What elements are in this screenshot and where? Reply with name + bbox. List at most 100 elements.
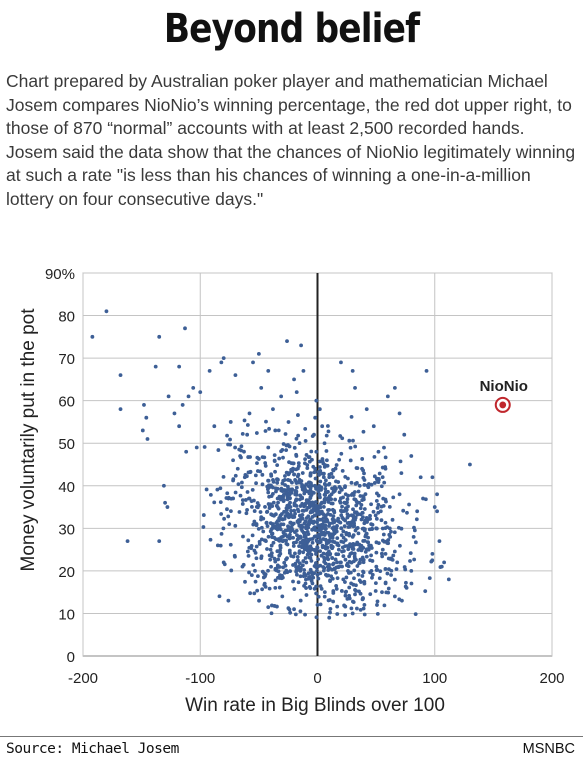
data-point [313,476,318,481]
data-point [275,477,280,482]
chart-description: Chart prepared by Australian poker playe… [6,71,576,209]
data-point [315,528,320,533]
data-point [285,570,290,575]
data-point [324,552,329,557]
data-point [118,373,123,378]
data-point [287,487,292,492]
data-point [273,578,278,583]
data-point [269,564,273,569]
data-point [157,334,162,339]
data-point [326,429,331,434]
data-point [287,444,292,449]
data-point [332,540,337,545]
data-point [267,586,272,591]
data-point [221,356,226,361]
data-point [308,586,313,591]
data-point [277,516,282,521]
data-point [385,571,390,576]
data-point [345,497,350,502]
data-point [231,496,236,501]
data-point [381,496,386,501]
data-point [345,561,350,566]
data-point [327,533,332,538]
data-point [316,576,321,581]
data-point [366,485,371,490]
data-point [318,563,323,568]
data-point [361,475,366,480]
data-point [366,482,371,486]
data-point [255,469,260,473]
data-point [347,438,352,443]
data-point [245,423,250,427]
data-point [311,464,316,469]
data-point [418,475,423,480]
data-point [423,589,428,594]
data-point [376,541,381,546]
data-point [255,588,260,593]
data-point [180,403,185,407]
data-point [250,533,255,538]
data-point [288,478,292,483]
data-point [349,480,354,485]
data-point [363,534,368,539]
data-point [315,568,319,573]
data-point [292,587,297,591]
data-point [153,364,158,369]
data-point [246,470,251,475]
data-point [322,441,327,446]
data-point [336,547,341,552]
data-point [335,536,340,541]
data-point [334,570,338,575]
data-point [245,432,250,437]
data-point [317,473,321,477]
data-point [362,507,367,511]
data-point [408,551,413,556]
data-point [364,554,369,559]
data-point [308,546,312,551]
data-point [310,572,315,577]
data-point [315,563,320,568]
data-point [331,599,336,604]
data-point [385,525,390,530]
data-point [297,480,301,485]
data-point [292,508,297,513]
data-point [233,473,238,478]
data-point [364,547,369,552]
data-point [274,521,279,525]
data-point [375,491,379,496]
data-point [341,509,346,513]
data-point [294,467,299,472]
data-point [370,527,374,531]
data-point [375,506,380,510]
data-point [303,581,308,586]
data-point [316,532,321,537]
data-point [318,602,323,607]
data-point [360,574,365,578]
data-point [429,559,434,564]
data-point [362,579,367,584]
data-point [384,590,389,595]
y-tick-label: 80 [58,309,75,326]
y-tick-label: 20 [58,564,75,581]
data-point [321,551,326,556]
data-point [320,459,325,464]
data-point [306,532,311,537]
data-point [279,394,284,399]
data-point [251,522,256,527]
data-point [413,540,418,545]
data-point [311,490,316,495]
data-point [286,515,291,520]
data-point [394,567,399,572]
data-point [351,493,356,497]
data-point [233,373,238,378]
data-point [381,532,386,537]
data-point [289,527,293,531]
data-point [411,534,416,539]
data-point [237,510,242,514]
y-axis-label: Money voluntarily put in the pot [18,308,39,572]
data-point [348,445,353,450]
data-point [330,526,335,531]
data-point [337,490,342,495]
data-point [295,572,299,577]
data-point [437,539,442,543]
